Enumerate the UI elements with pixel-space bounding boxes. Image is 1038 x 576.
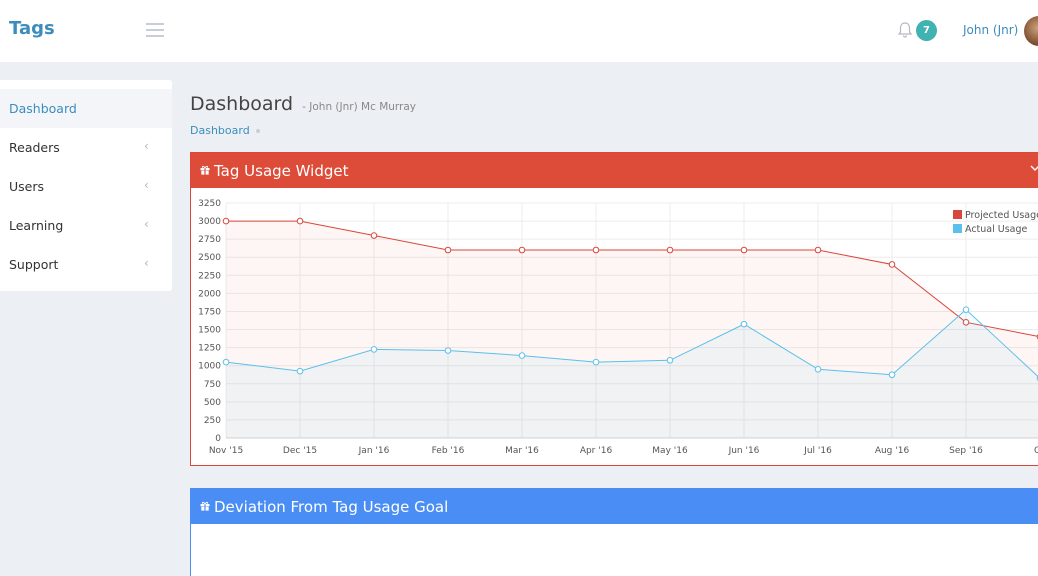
y-tick-label: 1000 — [198, 362, 221, 372]
page-title: Dashboard - John (Jnr) Mc Murray — [190, 93, 416, 115]
y-tick-label: 1500 — [198, 326, 221, 336]
user-menu-name[interactable]: John (Jnr) — [963, 23, 1019, 37]
sidebar-toggle-icon[interactable] — [146, 23, 164, 37]
chevron-left-icon: ‹ — [144, 139, 149, 153]
gift-icon — [200, 501, 210, 511]
y-tick-label: 1750 — [198, 307, 221, 317]
y-tick-label: 1250 — [198, 344, 221, 354]
data-point — [962, 306, 970, 313]
y-tick-label: 2750 — [198, 235, 221, 245]
y-tick-label: 2250 — [198, 271, 221, 281]
data-point — [666, 356, 674, 364]
y-tick-label: 2000 — [198, 289, 221, 299]
x-tick-label: Jun '16 — [728, 446, 760, 456]
data-point — [592, 246, 600, 254]
data-point — [962, 319, 970, 326]
chevron-down-icon[interactable] — [1029, 162, 1038, 174]
brand-logo[interactable]: Tags — [9, 18, 55, 39]
x-tick-label: Dec '15 — [283, 446, 317, 456]
sidebar-item-label: Readers — [9, 140, 60, 155]
data-point — [592, 358, 600, 366]
chevron-left-icon: ‹ — [144, 217, 149, 231]
sidebar: Dashboard Readers ‹ Users ‹ Learning ‹ S… — [0, 80, 172, 291]
page-title-text: Dashboard — [190, 93, 294, 115]
x-tick-label: May '16 — [652, 446, 688, 456]
deviation-panel-title: Deviation From Tag Usage Goal — [214, 498, 449, 516]
tag-usage-panel: Tag Usage Widget 0 250 500 750 1000 1250 1500 1… — [190, 152, 1038, 466]
series-line-projected-usage — [226, 220, 1038, 337]
y-tick-label: 500 — [204, 398, 221, 408]
data-point — [370, 346, 378, 353]
x-tick-label: Apr '16 — [580, 446, 613, 456]
data-point — [518, 352, 526, 359]
legend-item-projected-usage[interactable]: Projected Usage — [953, 209, 1038, 223]
x-tick-label: Jul '16 — [803, 446, 832, 456]
x-tick-label: Jan '16 — [358, 446, 390, 456]
series-area-projected-usage — [226, 221, 1038, 438]
x-tick-label: Oc — [1034, 446, 1038, 456]
page-subtitle: - John (Jnr) Mc Murray — [302, 101, 417, 113]
chevron-left-icon: ‹ — [144, 256, 149, 270]
x-tick-label: Aug '16 — [875, 446, 910, 456]
data-point — [666, 246, 674, 254]
bell-icon[interactable] — [897, 21, 913, 39]
sidebar-item-support[interactable]: Support ‹ — [0, 245, 172, 284]
notification-badge[interactable]: 7 — [916, 20, 937, 41]
sidebar-item-learning[interactable]: Learning ‹ — [0, 206, 172, 245]
x-tick-label: Nov '15 — [209, 446, 243, 456]
x-tick-label: Feb '16 — [432, 446, 465, 456]
sidebar-item-label: Learning — [9, 218, 64, 233]
data-point — [370, 232, 378, 239]
data-point — [444, 347, 452, 354]
data-point — [296, 217, 304, 225]
legend-item-actual-usage[interactable]: Actual Usage — [953, 223, 1038, 237]
deviation-panel-header: Deviation From Tag Usage Goal — [191, 489, 1038, 524]
legend-swatch — [953, 210, 962, 219]
top-navbar: Tags 7 John (Jnr) — [0, 0, 1038, 62]
sidebar-item-label: Users — [9, 179, 45, 194]
x-tick-label: Sep '16 — [949, 446, 983, 456]
breadcrumb: Dashboard — [190, 124, 260, 137]
sidebar-item-users[interactable]: Users ‹ — [0, 167, 172, 206]
data-point — [814, 366, 822, 373]
series-line-actual-usage — [225, 308, 1038, 378]
gift-icon — [200, 165, 210, 175]
data-point — [888, 371, 896, 379]
data-point — [222, 217, 230, 225]
tag-usage-panel-title: Tag Usage Widget — [214, 162, 349, 180]
deviation-panel: Deviation From Tag Usage Goal — [190, 488, 1038, 576]
y-tick-label: 2500 — [198, 253, 221, 263]
data-point — [444, 246, 452, 254]
chart-legend: Projected Usage Actual Usage — [953, 209, 1038, 237]
y-tick-label: 3250 — [198, 199, 221, 209]
y-tick-label: 3000 — [198, 217, 221, 227]
y-tick-label: 0 — [215, 434, 221, 444]
tag-usage-panel-header: Tag Usage Widget — [191, 153, 1038, 188]
breadcrumb-item-dashboard[interactable]: Dashboard — [190, 124, 250, 137]
x-tick-label: Mar '16 — [505, 446, 539, 456]
data-point — [740, 246, 748, 254]
data-point — [518, 246, 526, 254]
series-area-actual-usage — [226, 309, 1038, 438]
y-tick-label: 250 — [204, 416, 221, 426]
data-point — [814, 246, 822, 254]
data-point — [296, 367, 304, 375]
legend-label: Actual Usage — [965, 224, 1028, 235]
y-tick-label: 750 — [204, 380, 221, 390]
sidebar-item-label: Dashboard — [9, 101, 77, 116]
data-point — [888, 261, 896, 268]
sidebar-item-dashboard[interactable]: Dashboard — [0, 89, 172, 128]
data-point — [222, 358, 230, 366]
sidebar-item-label: Support — [9, 257, 59, 272]
sidebar-item-readers[interactable]: Readers ‹ — [0, 128, 172, 167]
breadcrumb-separator — [255, 129, 260, 133]
data-point — [740, 320, 748, 328]
tag-usage-line-chart: 0 250 500 750 1000 1250 1500 1750 2000 2250 2500 27… — [198, 199, 1038, 456]
legend-label: Projected Usage — [965, 210, 1038, 221]
avatar[interactable] — [1024, 16, 1038, 46]
chevron-left-icon: ‹ — [144, 178, 149, 192]
legend-swatch — [953, 224, 962, 233]
